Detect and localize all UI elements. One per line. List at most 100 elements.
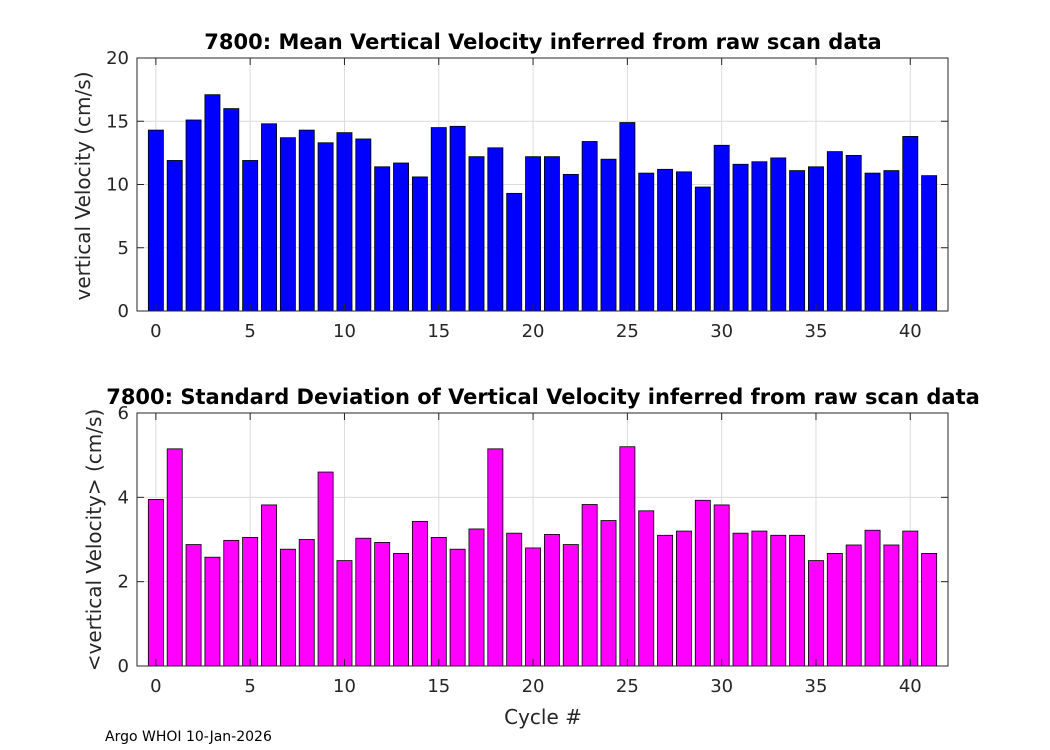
std-ytick-label: 2 — [118, 572, 129, 593]
std-bar-cycle-18 — [487, 448, 504, 667]
std-axes-background — [137, 413, 948, 666]
std-bar-cycle-22 — [562, 544, 579, 667]
mean-bar-cycle-17 — [468, 156, 485, 312]
std-bar-cycle-3 — [204, 556, 221, 667]
mean-bar-cycle-27 — [657, 168, 674, 312]
std-bar-cycle-37 — [845, 544, 862, 667]
std-xtick-label: 40 — [899, 676, 922, 697]
mean-bar-cycle-1 — [166, 160, 183, 312]
mean-bar-cycle-40 — [902, 136, 919, 312]
std-bar-cycle-5 — [242, 536, 259, 667]
mean-bar-cycle-13 — [393, 162, 409, 312]
mean-bar-cycle-0 — [147, 129, 164, 312]
std-bar-cycle-1 — [166, 448, 183, 667]
mean-bar-cycle-34 — [789, 170, 806, 312]
std-bar-cycle-15 — [430, 536, 447, 667]
std-velocity-title: 7800: Standard Deviation of Vertical Vel… — [106, 385, 980, 409]
std-xtick-label: 15 — [427, 676, 450, 697]
mean-bar-cycle-8 — [298, 129, 315, 312]
std-bar-cycle-39 — [883, 544, 900, 667]
std-bar-cycle-14 — [411, 520, 428, 667]
std-bar-cycle-10 — [336, 560, 353, 667]
std-bar-cycle-33 — [770, 534, 787, 667]
mean-velocity-title: 7800: Mean Vertical Velocity inferred fr… — [204, 30, 881, 54]
mean-velocity-plot: 7800: Mean Vertical Velocity inferred fr… — [71, 30, 949, 342]
std-bar-cycle-24 — [600, 520, 617, 667]
std-bar-cycle-31 — [732, 532, 749, 667]
std-bar-cycle-27 — [657, 534, 674, 667]
mean-bar-cycle-10 — [336, 132, 353, 312]
std-bar-cycle-25 — [619, 446, 636, 667]
mean-bar-cycle-30 — [713, 144, 730, 312]
mean-xtick-label: 35 — [805, 321, 828, 342]
std-velocity-plot-area: 0 5 10 15 20 25 30 35 40 0 2 4 6 — [118, 403, 949, 697]
mean-bar-cycle-25 — [619, 122, 636, 312]
std-bar-cycle-40 — [902, 530, 919, 667]
mean-xtick-label: 40 — [899, 321, 922, 342]
std-axes-frame — [136, 412, 949, 667]
mean-xtick-label: 10 — [333, 321, 356, 342]
std-bar-cycle-21 — [543, 534, 560, 667]
std-xtick-label: 35 — [805, 676, 828, 697]
std-bar-cycle-12 — [374, 542, 391, 667]
mean-bar-cycle-28 — [676, 171, 692, 312]
mean-bar-cycle-37 — [845, 155, 862, 312]
mean-bar-cycle-16 — [449, 125, 466, 312]
mean-bar-cycle-6 — [261, 123, 277, 312]
std-xtick-label: 10 — [333, 676, 356, 697]
std-bar-cycle-23 — [581, 504, 598, 667]
std-xtick-label: 20 — [522, 676, 545, 697]
std-bar-cycle-13 — [393, 553, 409, 667]
mean-bar-cycle-3 — [204, 94, 221, 312]
mean-xtick-label: 5 — [244, 321, 255, 342]
std-bar-cycle-0 — [147, 499, 164, 667]
std-bar-cycle-6 — [261, 504, 277, 667]
mean-ytick-label: 5 — [118, 238, 129, 259]
cycle-xlabel: Cycle # — [504, 705, 582, 729]
mean-ytick-label: 20 — [106, 48, 129, 69]
mean-bar-cycle-19 — [506, 192, 523, 312]
mean-xtick-label: 20 — [522, 321, 545, 342]
std-bar-cycle-11 — [355, 537, 372, 667]
std-bar-cycle-30 — [713, 504, 730, 667]
mean-xtick-label: 15 — [427, 321, 450, 342]
std-velocity-ylabel: <vertical Velocity> (cm/s) — [82, 409, 106, 672]
mean-bar-cycle-24 — [600, 158, 617, 312]
std-bar-cycle-35 — [808, 560, 824, 667]
std-bar-cycle-16 — [449, 548, 466, 667]
std-bar-cycle-9 — [317, 471, 334, 667]
mean-bar-cycle-23 — [581, 141, 598, 312]
mean-bar-cycle-31 — [732, 163, 749, 312]
mean-ytick-label: 0 — [118, 301, 129, 322]
mean-bar-cycle-11 — [355, 138, 372, 312]
mean-bar-cycle-32 — [751, 161, 768, 312]
mean-bar-cycle-20 — [525, 156, 542, 312]
mean-bar-cycle-29 — [694, 186, 711, 312]
mean-bar-cycle-33 — [770, 157, 787, 312]
std-ytick-label: 4 — [118, 487, 129, 508]
std-bar-cycle-29 — [694, 499, 711, 667]
mean-bar-cycle-41 — [921, 175, 938, 312]
mean-bar-cycle-12 — [374, 166, 391, 312]
mean-bar-cycle-14 — [411, 176, 428, 312]
mean-bar-cycle-4 — [223, 108, 240, 312]
mean-bar-cycle-26 — [638, 172, 655, 312]
mean-bar-cycle-5 — [242, 160, 259, 312]
std-bar-cycle-19 — [506, 532, 523, 667]
std-xtick-label: 5 — [244, 676, 255, 697]
mean-bar-cycle-7 — [279, 137, 296, 312]
std-bar-cycle-20 — [525, 547, 542, 667]
std-bar-cycle-17 — [468, 528, 485, 667]
mean-bar-cycle-21 — [543, 156, 560, 312]
std-bar-cycle-34 — [789, 534, 806, 667]
std-bar-cycle-32 — [751, 530, 768, 667]
std-bar-cycle-28 — [676, 530, 692, 667]
mean-bar-cycle-38 — [864, 172, 881, 312]
std-velocity-plot: 7800: Standard Deviation of Vertical Vel… — [82, 385, 980, 729]
std-xtick-label: 0 — [150, 676, 161, 697]
mean-bar-cycle-15 — [430, 127, 447, 312]
mean-bar-cycle-36 — [826, 151, 843, 312]
mean-xtick-label: 0 — [150, 321, 161, 342]
mean-velocity-ylabel: vertical Velocity (cm/s) — [71, 72, 95, 301]
